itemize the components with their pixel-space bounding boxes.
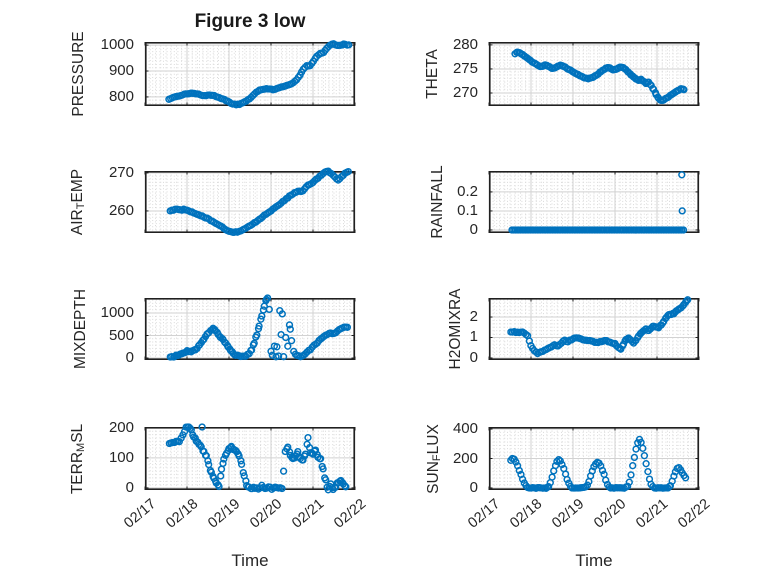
- series-mixdepth: [166, 294, 352, 361]
- y-tick-label: 0.1: [457, 201, 478, 219]
- ylabel-h2omixra: H2OMIXRA: [447, 288, 464, 370]
- y-tick-label: 1000: [100, 303, 134, 321]
- series-rainfall: [508, 171, 688, 234]
- minor-grid: [488, 171, 700, 233]
- axes-box: [145, 298, 355, 361]
- y-tick-label: 100: [108, 448, 134, 466]
- y-tick-label: 0: [469, 348, 478, 366]
- subplot-pressure: [144, 40, 356, 109]
- y-tick-label: 200: [108, 418, 134, 436]
- series-terrmsl: [165, 423, 350, 494]
- axes-box: [489, 42, 699, 107]
- y-tick-label: 900: [108, 62, 134, 80]
- axes-box: [489, 298, 699, 361]
- figure-title: Figure 3 low: [194, 11, 306, 32]
- axes-box: [489, 427, 699, 491]
- xlabel-time-right: Time: [575, 551, 613, 570]
- y-tick-label: 260: [108, 201, 134, 219]
- y-tick-label: 270: [108, 163, 134, 181]
- axes-box: [145, 42, 355, 107]
- y-tick-label: 1: [469, 328, 478, 346]
- xlabel-time-left: Time: [231, 551, 269, 570]
- y-tick-label: 800: [108, 87, 134, 105]
- y-tick-label: 0: [469, 478, 478, 496]
- y-tick-label: 270: [452, 84, 478, 101]
- ylabel-mixdepth: MIXDEPTH: [72, 288, 89, 370]
- y-tick-label: 0.2: [457, 182, 478, 200]
- subplot-h2omixra: [488, 296, 700, 361]
- series-pressure: [165, 40, 353, 109]
- ylabel-terrmsl: TERR M SL: [69, 423, 87, 494]
- series-h2omixra: [507, 296, 692, 358]
- ylabel-rainfall: RAINFALL: [429, 165, 446, 239]
- y-tick-label: 400: [452, 420, 478, 438]
- y-tick-label: 1000: [100, 36, 134, 54]
- subplot-mixdepth: [144, 294, 356, 361]
- subplot-rainfall: [488, 171, 700, 234]
- series-sunflux: [507, 435, 690, 492]
- y-tick-label: 0: [469, 220, 478, 238]
- series-airtemp: [166, 167, 352, 237]
- y-tick-label: 275: [452, 59, 478, 77]
- y-tick-label: 500: [108, 326, 134, 344]
- y-tick-label: 0: [125, 349, 134, 367]
- axes-box: [145, 171, 355, 234]
- y-tick-label: 200: [452, 449, 478, 467]
- series-theta: [511, 48, 688, 105]
- subplot-airtemp: [144, 167, 356, 237]
- y-tick-label: 280: [452, 35, 478, 53]
- ylabel-sunflux: SUN F LUX: [425, 423, 443, 494]
- y-tick-label: 0: [125, 478, 134, 496]
- subplot-sunflux: [488, 427, 700, 492]
- y-tick-label: 2: [469, 308, 478, 326]
- subplot-terrmsl: [144, 423, 356, 494]
- subplot-theta: [488, 42, 700, 107]
